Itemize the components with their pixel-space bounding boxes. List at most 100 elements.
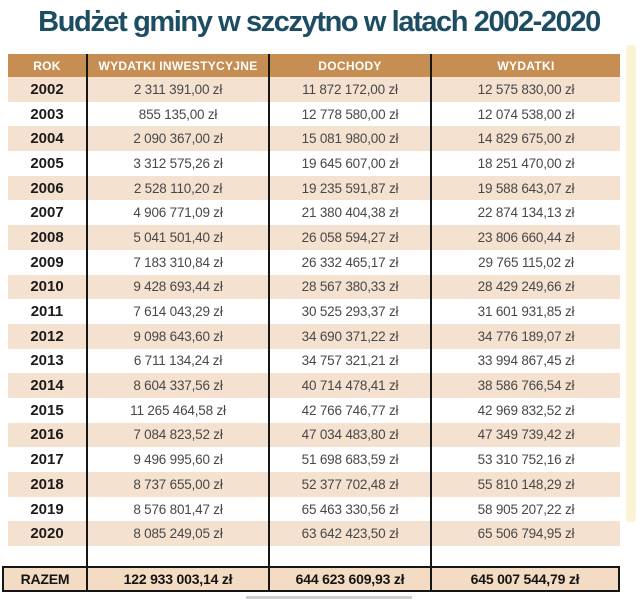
table-row: 2004 2 090 367,00 zł 15 081 980,00 zł 14… xyxy=(8,126,620,152)
income-cell: 21 380 404,38 zł xyxy=(270,200,432,226)
investment-expenses-cell: 8 737 655,00 zł xyxy=(88,472,270,497)
investment-expenses-cell: 8 085 249,05 zł xyxy=(88,521,270,547)
income-cell: 65 463 330,56 zł xyxy=(270,496,432,522)
year-cell: 2019 xyxy=(8,496,88,522)
income-cell: 19 645 607,00 zł xyxy=(270,151,432,176)
table-row: 2018 8 737 655,00 zł 52 377 702,48 zł 55… xyxy=(8,472,620,497)
year-cell: 2003 xyxy=(8,101,88,127)
page-title: Budżet gminy w szczytno w latach 2002-20… xyxy=(38,6,601,38)
year-cell: 2002 xyxy=(8,77,88,102)
income-cell: 42 766 746,77 zł xyxy=(270,397,432,423)
income-cell: 12 778 580,00 zł xyxy=(270,101,432,127)
table-row: 2017 9 496 995,60 zł 51 698 683,59 zł 53… xyxy=(8,447,620,472)
table-row: 2003 855 135,00 zł 12 778 580,00 zł 12 0… xyxy=(8,101,620,127)
table-row: 2013 6 711 134,24 zł 34 757 321,21 zł 33… xyxy=(8,348,620,374)
table-row: 2015 11 265 464,58 zł 42 766 746,77 zł 4… xyxy=(8,397,620,423)
gap-cell xyxy=(88,546,270,566)
investment-expenses-cell: 9 496 995,60 zł xyxy=(88,447,270,472)
expenses-cell: 38 586 766,54 zł xyxy=(477,378,575,394)
income-cell: 15 081 980,00 zł xyxy=(270,126,432,152)
table-totals-row: RAZEM 122 933 003,14 zł 644 623 609,93 z… xyxy=(2,566,620,592)
investment-expenses-cell: 9 098 643,60 zł xyxy=(88,323,270,349)
investment-expenses-cell: 8 576 801,47 zł xyxy=(88,496,270,522)
table-row: 2014 8 604 337,56 zł 40 714 478,41 zł 38… xyxy=(8,373,620,398)
column-header-expenses: WYDATKI xyxy=(432,54,620,77)
income-cell: 19 235 591,87 zł xyxy=(270,175,432,201)
page-edge-decoration xyxy=(626,45,636,522)
income-cell: 63 642 423,50 zł xyxy=(270,521,432,547)
year-cell: 2016 xyxy=(8,422,88,448)
income-cell: 52 377 702,48 zł xyxy=(270,472,432,497)
investment-expenses-cell: 11 265 464,58 zł xyxy=(88,397,270,423)
expenses-cell: 23 806 660,44 zł xyxy=(477,229,575,245)
income-cell: 26 332 465,17 zł xyxy=(270,249,432,275)
expenses-cell: 34 776 189,07 zł xyxy=(477,328,575,344)
table-row: 2012 9 098 643,60 zł 34 690 371,22 zł 34… xyxy=(8,323,620,349)
bottom-crop-mark xyxy=(246,596,412,599)
income-cell: 26 058 594,27 zł xyxy=(270,225,432,250)
year-cell: 2004 xyxy=(8,126,88,152)
expenses-cell: 31 601 931,85 zł xyxy=(477,304,575,320)
expenses-cell: 47 349 739,42 zł xyxy=(477,427,575,443)
gap-cell xyxy=(8,546,88,566)
investment-expenses-cell: 4 906 771,09 zł xyxy=(88,200,270,226)
expenses-cell: 12 575 830,00 zł xyxy=(477,81,575,97)
investment-expenses-cell: 9 428 693,44 zł xyxy=(88,274,270,300)
income-cell: 34 757 321,21 zł xyxy=(270,348,432,374)
table-row: 2006 2 528 110,20 zł 19 235 591,87 zł 19… xyxy=(8,175,620,201)
gap-cell xyxy=(270,546,432,566)
table-gap-row xyxy=(8,546,620,566)
gap-cell xyxy=(432,546,620,566)
investment-expenses-cell: 5 041 501,40 zł xyxy=(88,225,270,250)
table-row: 2009 7 183 310,84 zł 26 332 465,17 zł 29… xyxy=(8,249,620,275)
income-cell: 34 690 371,22 zł xyxy=(270,323,432,349)
expenses-cell: 58 905 207,22 zł xyxy=(477,501,575,517)
investment-expenses-cell: 7 614 043,29 zł xyxy=(88,299,270,324)
table-header: ROK WYDATKI INWESTYCYJNE DOCHODY WYDATKI xyxy=(8,54,620,77)
investment-expenses-cell: 7 183 310,84 zł xyxy=(88,249,270,275)
expenses-cell: 55 810 148,29 zł xyxy=(477,476,575,492)
investment-expenses-cell: 6 711 134,24 zł xyxy=(88,348,270,374)
expenses-cell: 53 310 752,16 zł xyxy=(477,452,575,468)
totals-label: RAZEM xyxy=(4,568,88,590)
investment-expenses-cell: 3 312 575,26 zł xyxy=(88,151,270,176)
year-cell: 2012 xyxy=(8,323,88,349)
column-header-investment-expenses: WYDATKI INWESTYCYJNE xyxy=(88,54,270,77)
expenses-cell: 18 251 470,00 zł xyxy=(477,155,575,171)
table-row: 2010 9 428 693,44 zł 28 567 380,33 zł 28… xyxy=(8,274,620,300)
table-row: 2008 5 041 501,40 zł 26 058 594,27 zł 23… xyxy=(8,225,620,250)
expenses-cell: 12 074 538,00 zł xyxy=(477,106,575,122)
totals-expenses: 645 007 544,79 zł xyxy=(470,571,580,587)
year-cell: 2006 xyxy=(8,175,88,201)
table-row: 2019 8 576 801,47 zł 65 463 330,56 zł 58… xyxy=(8,496,620,522)
expenses-cell: 28 429 249,66 zł xyxy=(477,279,575,295)
year-cell: 2017 xyxy=(8,447,88,472)
totals-income: 644 623 609,93 zł xyxy=(270,568,432,590)
investment-expenses-cell: 2 090 367,00 zł xyxy=(88,126,270,152)
table-row: 2002 2 311 391,00 zł 11 872 172,00 zł 12… xyxy=(8,77,620,102)
year-cell: 2018 xyxy=(8,472,88,497)
year-cell: 2010 xyxy=(8,274,88,300)
expenses-cell: 65 506 794,95 zł xyxy=(477,526,575,542)
table-row: 2020 8 085 249,05 zł 63 642 423,50 zł 65… xyxy=(8,521,620,547)
expenses-cell: 42 969 832,52 zł xyxy=(477,402,575,418)
column-header-year: ROK xyxy=(8,54,88,77)
income-cell: 47 034 483,80 zł xyxy=(270,422,432,448)
income-cell: 11 872 172,00 zł xyxy=(270,77,432,102)
table-row: 2007 4 906 771,09 zł 21 380 404,38 zł 22… xyxy=(8,200,620,226)
investment-expenses-cell: 8 604 337,56 zł xyxy=(88,373,270,398)
investment-expenses-cell: 7 084 823,52 zł xyxy=(88,422,270,448)
year-cell: 2009 xyxy=(8,249,88,275)
year-cell: 2011 xyxy=(8,299,88,324)
investment-expenses-cell: 855 135,00 zł xyxy=(88,101,270,127)
table-row: 2011 7 614 043,29 zł 30 525 293,37 zł 31… xyxy=(8,299,620,324)
investment-expenses-cell: 2 311 391,00 zł xyxy=(88,77,270,102)
table-body: 2002 2 311 391,00 zł 11 872 172,00 zł 12… xyxy=(8,77,620,547)
income-cell: 30 525 293,37 zł xyxy=(270,299,432,324)
expenses-cell: 14 829 675,00 zł xyxy=(477,131,575,147)
expenses-cell: 29 765 115,02 zł xyxy=(478,254,574,270)
expenses-cell: 33 994 867,45 zł xyxy=(477,353,575,369)
totals-investment-expenses: 122 933 003,14 zł xyxy=(88,568,270,590)
year-cell: 2007 xyxy=(8,200,88,226)
